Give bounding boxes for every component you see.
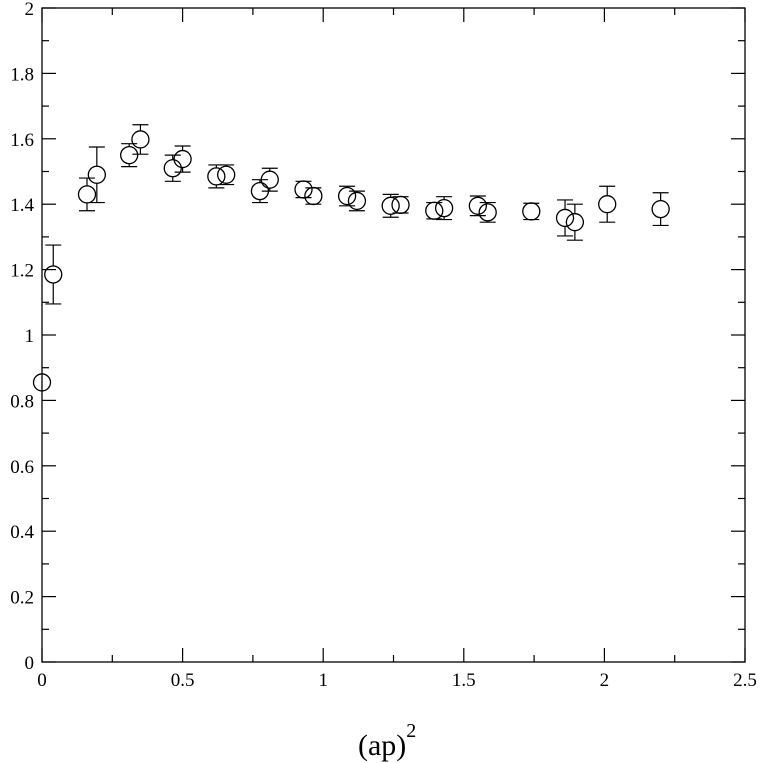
data-point	[651, 192, 670, 227]
y-tick-label: 0.4	[10, 522, 34, 543]
data-point	[347, 190, 367, 212]
y-tick-label: 2	[25, 0, 35, 20]
point-marker	[555, 208, 575, 228]
x-axis-label: (ap)2	[358, 720, 416, 762]
x-tick-label: 0.5	[171, 670, 195, 691]
y-tick-label: 0.2	[10, 588, 34, 609]
y-tick-label: 0	[25, 653, 35, 674]
x-tick-label: 1.5	[452, 670, 476, 691]
x-tick-label: 0	[37, 670, 47, 691]
data-point	[425, 201, 444, 220]
point-marker	[434, 198, 454, 218]
point-marker	[522, 202, 541, 221]
data-point	[468, 195, 488, 217]
data-point	[120, 143, 139, 168]
data-point	[337, 185, 357, 207]
tick-labels: 0 0.5 1 1.5 2 2.5 0 0.2 0.4 0.6 0.8 1 1.2 1.4 1.6 1.8 2	[10, 0, 757, 691]
data-marks	[32, 124, 670, 392]
x-tick-label: 1	[318, 670, 328, 691]
point-marker	[381, 196, 400, 215]
point-marker	[391, 195, 410, 215]
y-tick-label: 0.6	[10, 457, 34, 478]
axis-ticks	[41, 7, 746, 663]
data-point	[598, 185, 617, 223]
point-marker	[77, 185, 97, 204]
y-tick-label: 1	[25, 326, 35, 347]
data-point	[381, 193, 400, 218]
data-point	[217, 164, 236, 186]
data-point	[391, 195, 410, 215]
point-marker	[468, 196, 488, 215]
point-marker	[207, 167, 226, 186]
point-marker	[173, 149, 192, 169]
point-marker	[478, 203, 497, 222]
y-tick-label: 0.8	[10, 391, 34, 412]
data-point	[44, 244, 63, 305]
point-marker	[87, 165, 106, 184]
data-point	[131, 124, 150, 155]
data-point	[478, 201, 497, 223]
point-marker	[651, 199, 670, 219]
point-marker	[565, 213, 585, 232]
data-point	[173, 145, 192, 173]
data-point	[565, 203, 585, 241]
point-marker	[260, 170, 279, 189]
x-tick-label: 2	[600, 670, 610, 691]
point-marker	[304, 186, 323, 206]
point-marker	[44, 265, 63, 284]
data-point	[555, 199, 575, 237]
data-point	[77, 177, 97, 212]
data-point	[87, 146, 106, 204]
point-marker	[120, 145, 139, 165]
point-marker	[425, 201, 444, 220]
y-tick-label: 1.4	[10, 195, 34, 216]
data-point	[163, 154, 182, 182]
data-point	[434, 196, 454, 221]
point-marker	[163, 159, 182, 178]
data-point	[260, 167, 279, 192]
data-point	[294, 180, 313, 199]
point-marker	[217, 165, 236, 184]
x-tick-label: 2.5	[733, 670, 757, 691]
point-marker	[32, 373, 52, 392]
y-tick-label: 1.8	[10, 64, 34, 85]
point-marker	[131, 130, 150, 149]
point-marker	[294, 180, 313, 199]
y-tick-label: 1.6	[10, 130, 34, 151]
data-point	[304, 186, 323, 206]
data-point	[522, 202, 541, 221]
plot-frame	[41, 7, 746, 663]
point-marker	[598, 195, 617, 214]
data-point	[32, 373, 52, 392]
point-marker	[347, 191, 367, 211]
y-tick-label: 1.2	[10, 261, 34, 282]
point-marker	[337, 186, 357, 206]
